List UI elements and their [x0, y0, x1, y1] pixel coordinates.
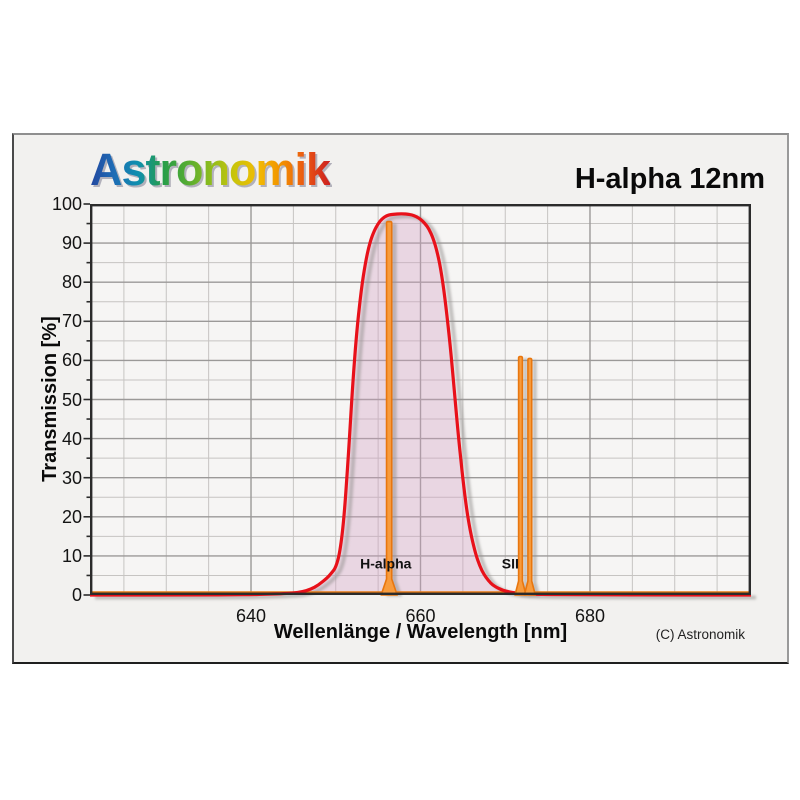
y-tick-marks [83, 203, 90, 596]
y-tick-label: 30 [61, 467, 82, 488]
y-tick-label: 100 [51, 194, 82, 214]
y-tick-label: 60 [61, 350, 82, 371]
h-alpha-label: H-alpha [360, 556, 412, 572]
y-tick-label: 0 [71, 585, 82, 605]
transmission-chart: H-alpha SII [83, 203, 756, 600]
y-tick-label: 50 [61, 389, 82, 410]
transmission-area-fill [90, 213, 751, 596]
y-tick-label: 10 [61, 545, 82, 566]
y-tick-label: 80 [61, 272, 82, 293]
copyright-label: (C) Astronomik [655, 627, 745, 642]
y-tick-label: 40 [61, 428, 82, 449]
grid-major [90, 204, 751, 595]
sii-emission-line [523, 357, 537, 596]
emission-line-shadow [386, 223, 403, 597]
sii-label: SII [502, 556, 519, 572]
transmission-curve [90, 212, 751, 597]
y-tick-label: 90 [61, 233, 82, 254]
x-tick-label: 680 [574, 606, 605, 626]
chart-panel: Astronomik H-alpha 12nm Transmission [%]… [12, 133, 789, 664]
plot-area: H-alpha SII [83, 203, 756, 600]
y-tick-label: 20 [61, 506, 82, 527]
h-alpha-emission-line [380, 220, 398, 596]
sii-emission-line [514, 355, 527, 596]
x-tick-label: 660 [405, 606, 436, 626]
y-tick-label: 70 [61, 311, 82, 332]
emission-line-shadow [529, 359, 541, 597]
chart-title: H-alpha 12nm [574, 163, 765, 195]
emission-line-shadow [519, 357, 531, 597]
plot-border [90, 204, 751, 596]
astronomik-logo: Astronomik [90, 144, 331, 195]
x-tick-label: 640 [235, 606, 267, 626]
x-axis-title: Wellenlänge / Wavelength [nm] [273, 621, 568, 643]
